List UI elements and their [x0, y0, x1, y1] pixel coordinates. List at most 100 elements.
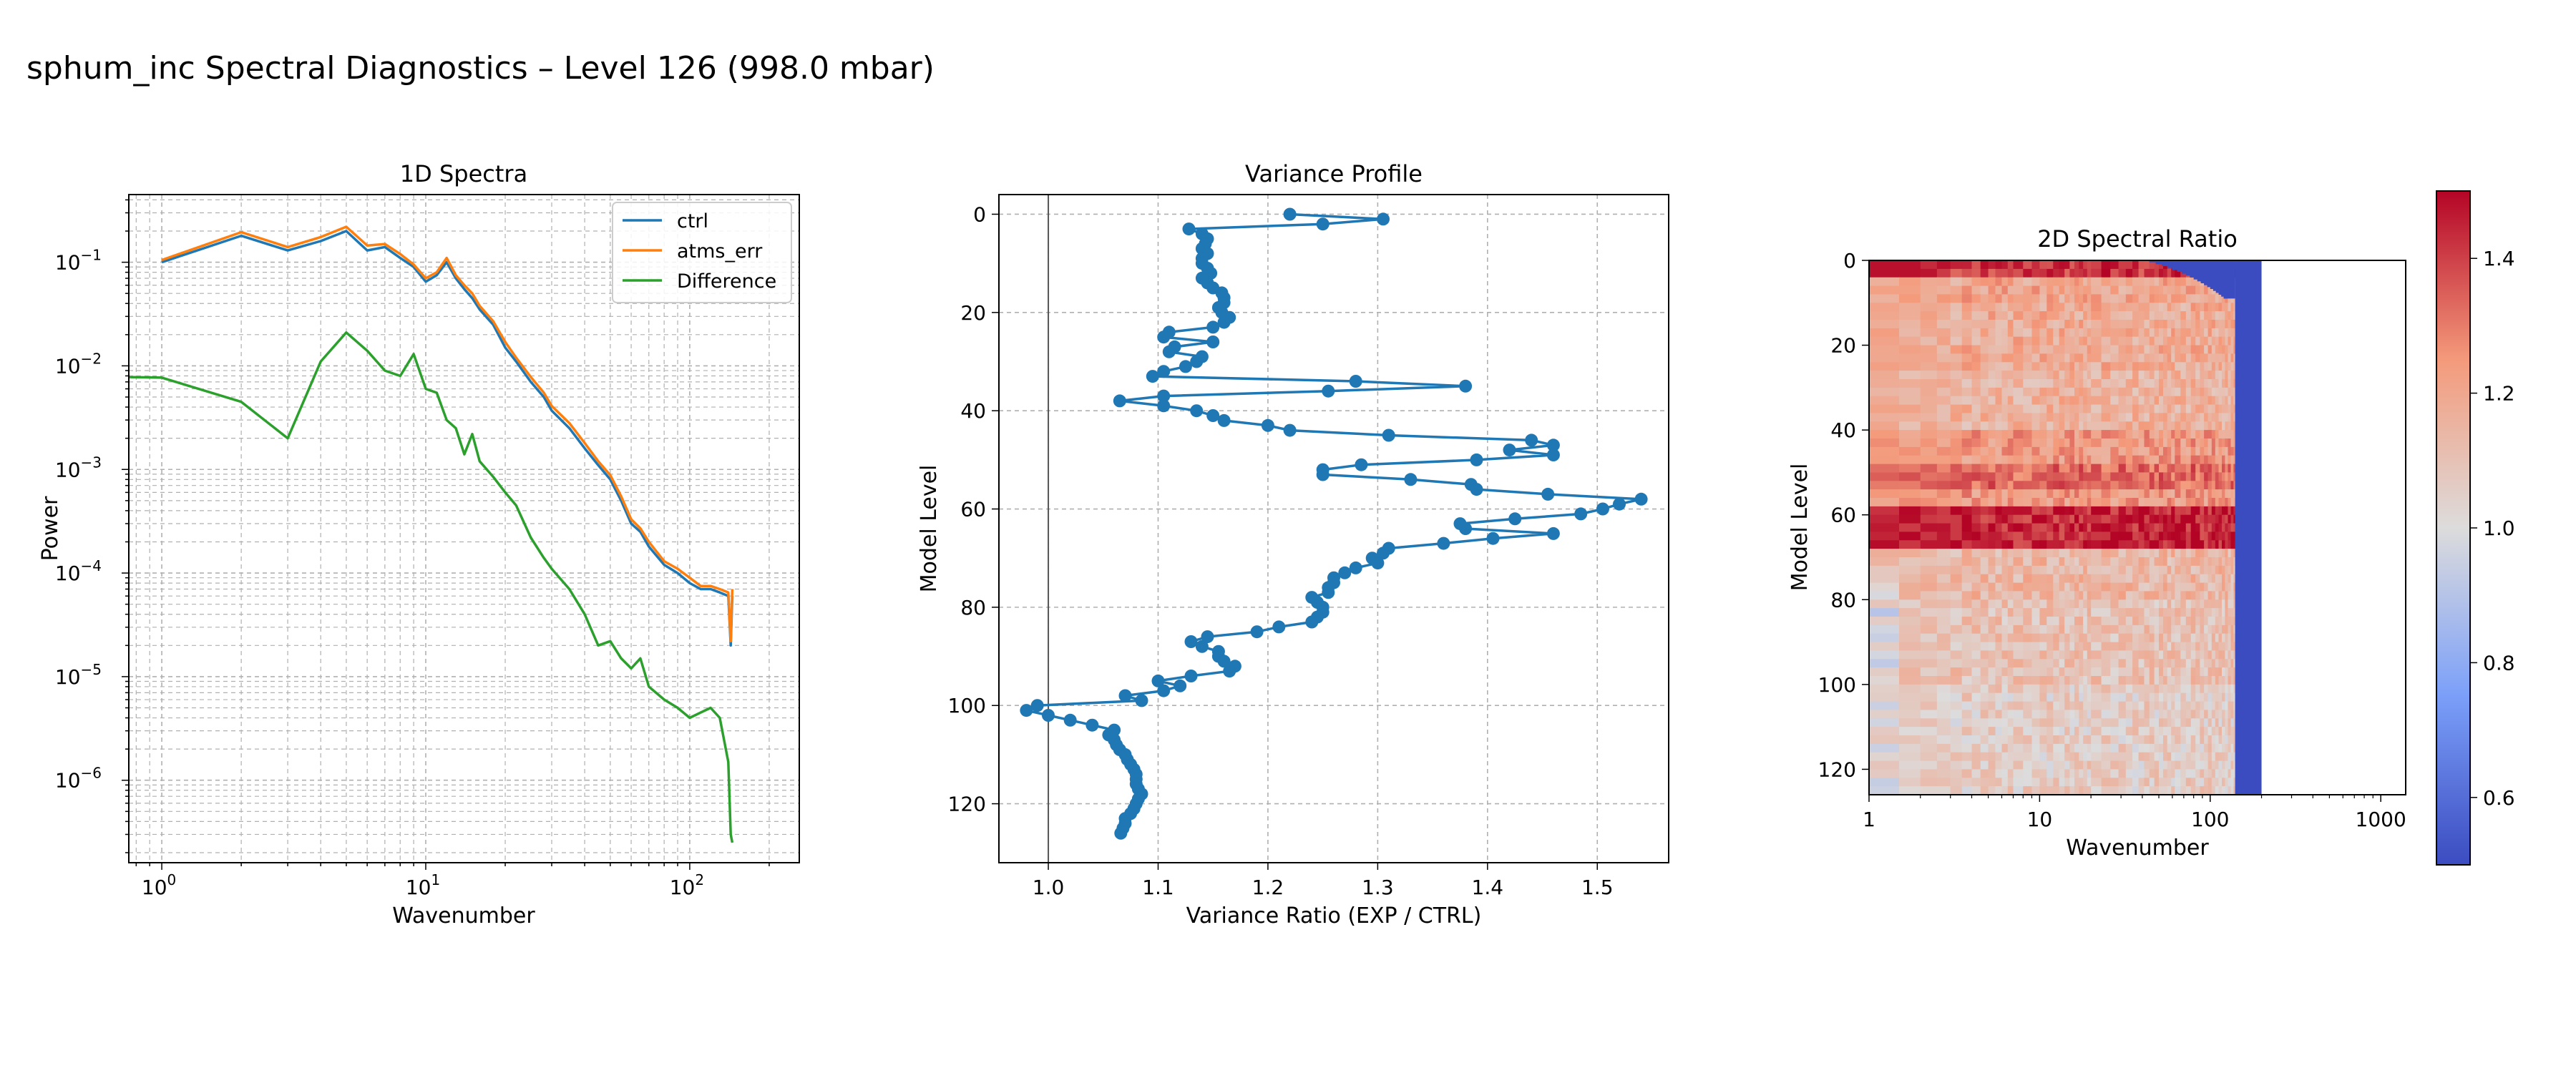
heatmap-cell	[2185, 786, 2192, 795]
heatmap-cell	[2233, 396, 2236, 406]
heatmap-cell	[1950, 549, 1963, 558]
heatmap-cell	[1869, 557, 1900, 567]
heatmap-cell	[2039, 421, 2048, 431]
heatmap-cell	[2069, 743, 2075, 753]
heatmap-cell	[1950, 531, 1963, 542]
heatmap-cell	[1936, 540, 1951, 549]
heatmap-cell	[2087, 506, 2092, 516]
profile-marker	[1217, 413, 1231, 427]
heatmap-cell	[2087, 710, 2092, 720]
heatmap-cell	[2215, 786, 2220, 795]
heatmap-cell	[2167, 489, 2172, 499]
heatmap-cell	[1869, 633, 1900, 643]
heatmap-cell	[2110, 760, 2119, 770]
heatmap-masked-region	[2235, 260, 2262, 795]
heatmap-cell	[2046, 345, 2054, 355]
heatmap-cell	[2207, 446, 2212, 456]
heatmap-cell	[2163, 506, 2168, 516]
heatmap-cell	[2149, 565, 2155, 575]
heatmap-cell	[1936, 786, 1951, 795]
heatmap-cell	[2110, 752, 2119, 762]
heatmap-cell	[2207, 362, 2212, 371]
heatmap-cell	[2207, 506, 2212, 516]
heatmap-cell	[2031, 396, 2041, 406]
heatmap-cell	[2144, 311, 2150, 320]
profile-grid	[999, 195, 1669, 863]
heatmap-cell	[2230, 430, 2235, 439]
heatmap-cell	[2007, 565, 2014, 575]
heatmap-cell	[2218, 523, 2223, 533]
heatmap-cell	[2180, 633, 2187, 643]
heatmap-cell	[2204, 489, 2209, 499]
heatmap-cell	[2204, 565, 2209, 575]
heatmap-cell	[2167, 472, 2172, 482]
heatmap-cell	[2175, 396, 2182, 406]
heatmap-cell	[1961, 260, 1973, 270]
heatmap-cell	[1869, 650, 1900, 660]
heatmap-cell	[2064, 421, 2071, 431]
heatmap-cell	[2149, 557, 2155, 567]
heatmap-cell	[2204, 743, 2209, 753]
spectra-xlabel: Wavenumber	[392, 903, 535, 929]
heatmap-cell	[2159, 438, 2164, 448]
heatmap-cell	[1971, 345, 1981, 355]
heatmap-cell	[2195, 345, 2201, 355]
heatmap-cell	[2200, 472, 2205, 482]
heatmap-cell	[2159, 557, 2164, 567]
heatmap-cell	[2023, 599, 2033, 609]
heatmap-cell	[1936, 430, 1951, 439]
heatmap-cell	[2053, 311, 2060, 320]
heatmap-cell	[2083, 362, 2088, 371]
heatmap-cell	[2228, 540, 2232, 549]
heatmap-cell	[2225, 786, 2229, 795]
heatmap-cell	[2101, 633, 2112, 643]
heatmap-cell	[2185, 371, 2192, 380]
heatmap-cell	[2053, 718, 2060, 727]
heatmap-cell	[2144, 650, 2150, 660]
heatmap-cell	[2180, 701, 2187, 711]
heatmap-cell	[2087, 769, 2092, 779]
heatmap-cell	[2053, 379, 2060, 388]
heatmap-cell	[1980, 667, 1989, 677]
heatmap-cell	[2069, 710, 2075, 720]
heatmap-cell	[1961, 659, 1973, 668]
heatmap-cell	[1971, 676, 1981, 685]
heatmap-cell	[1988, 506, 1996, 516]
heatmap-cell	[2185, 769, 2192, 779]
heatmap-cell	[2144, 430, 2150, 439]
heatmap-cell	[2138, 277, 2145, 287]
heatmap-cell	[2144, 667, 2150, 677]
heatmap-cell	[2230, 633, 2235, 643]
heatmap-cell	[2013, 752, 2024, 762]
heatmap-cell	[2031, 353, 2041, 363]
heatmap-cell	[2218, 624, 2223, 635]
heatmap-cell	[2222, 455, 2226, 465]
heatmap-cell	[2215, 624, 2220, 635]
heatmap-cell	[2233, 320, 2236, 329]
heatmap-cell	[2167, 531, 2172, 542]
heatmap-cell	[2138, 413, 2145, 423]
heatmap-cell	[2101, 371, 2112, 380]
heatmap-cell	[2144, 285, 2150, 295]
heatmap-cell	[2204, 506, 2209, 516]
heatmap-cell	[1869, 659, 1900, 668]
heatmap-cell	[2069, 676, 2075, 685]
heatmap-cell	[2079, 769, 2084, 779]
heatmap-cell	[1971, 353, 1981, 363]
heatmap-cell	[2225, 464, 2229, 474]
heatmap-cell	[2001, 438, 2009, 448]
heatmap-cell	[2180, 328, 2187, 338]
heatmap-cell	[2200, 285, 2205, 295]
heatmap-cell	[2053, 472, 2060, 482]
heatmap-cell	[2118, 285, 2127, 295]
heatmap-cell	[2101, 676, 2112, 685]
heatmap-cell	[2215, 438, 2220, 448]
heatmap-cell	[1988, 498, 1996, 507]
heatmap-cell	[1920, 481, 1938, 490]
heatmap-masked-region	[2162, 260, 2168, 267]
heatmap-cell	[2144, 260, 2150, 270]
heatmap-cell	[2211, 387, 2216, 397]
heatmap-cell	[2195, 430, 2201, 439]
heatmap-cell	[2180, 684, 2187, 694]
heatmap-cell	[2059, 413, 2066, 423]
